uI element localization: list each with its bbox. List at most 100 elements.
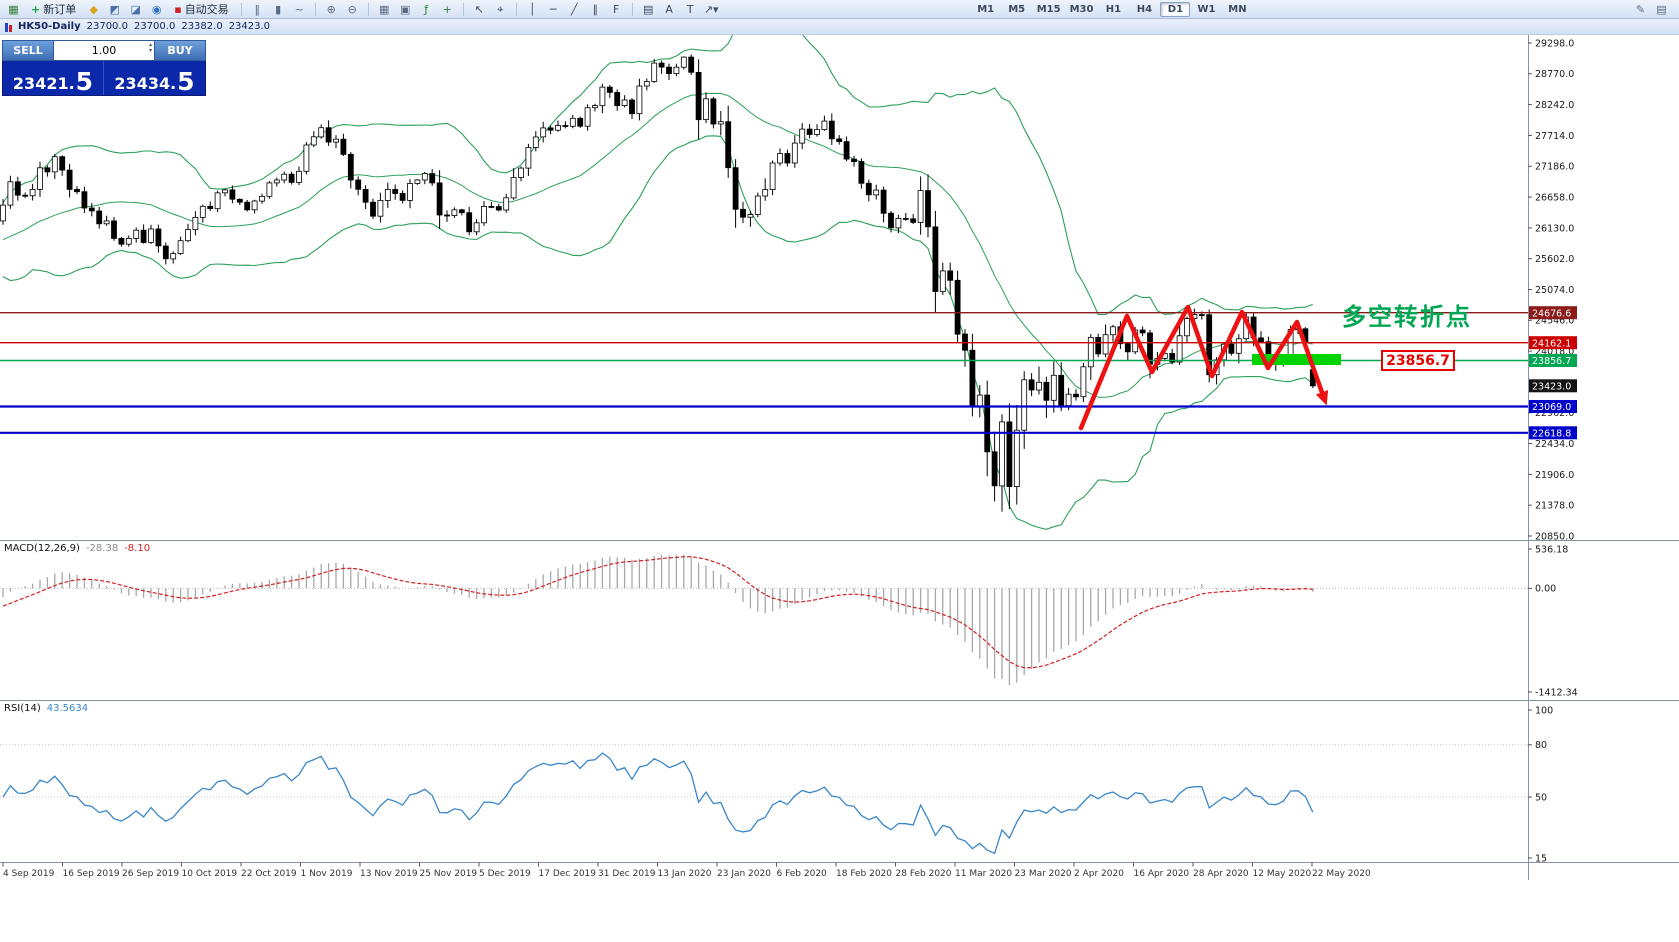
macd-axis-label: -1412.34 [1535, 687, 1578, 698]
candle [96, 210, 103, 225]
highlight-zone-rect[interactable] [1252, 354, 1341, 365]
candle [636, 85, 643, 115]
fibonacci-icon[interactable]: F [613, 2, 620, 16]
arrows-dropdown-icon[interactable]: ↗▾ [703, 2, 719, 16]
candle [74, 188, 80, 193]
indicators-icon[interactable]: ƒ [424, 2, 429, 16]
add-object-icon[interactable]: + [442, 2, 452, 16]
candle [1080, 366, 1087, 398]
vertical-line-icon[interactable]: │ [528, 2, 536, 16]
timeframe-group: M1 M5 M15 M30 H1 H4 D1 W1 MN [971, 1, 1253, 17]
price-level-label[interactable]: 23856.7 [1381, 350, 1455, 371]
candle [895, 217, 902, 229]
ohlc-high: 23700.0 [133, 21, 176, 32]
buy-price-button[interactable]: 23434. 5 [104, 61, 205, 95]
new-chart-icon[interactable]: ▦ [8, 2, 19, 16]
candle [488, 205, 495, 208]
candle [1087, 336, 1094, 368]
navigator-icon[interactable]: ◪ [130, 2, 141, 16]
price-tag-23069.0 [1529, 400, 1577, 413]
new-order-button-label: 新订单 [43, 3, 77, 16]
candle [1065, 393, 1072, 407]
candle [303, 144, 310, 172]
new-order-button[interactable]: + 新订单 [25, 1, 82, 18]
volume-value: 1.00 [91, 44, 117, 57]
cascade-windows-icon[interactable]: ▣ [399, 2, 411, 16]
price-tick-label: 28770.0 [1535, 69, 1574, 80]
sell-button[interactable]: SELL [2, 40, 54, 61]
zoom-in-icon[interactable]: ⊕ [326, 2, 336, 16]
candle [510, 177, 517, 199]
candlestick-chart-icon[interactable]: ▮ [275, 2, 282, 16]
price-tick-label: 28242.0 [1535, 100, 1574, 111]
candle [910, 218, 917, 223]
turning-point-annotation[interactable]: 多空转折点 [1342, 303, 1472, 331]
price-tag-text: 24676.6 [1532, 308, 1571, 319]
candle [555, 125, 561, 131]
candle [1006, 421, 1013, 487]
candle [51, 156, 58, 173]
timeframe-button-h4[interactable]: H4 [1136, 3, 1153, 15]
line-chart-icon[interactable]: ~ [294, 2, 304, 16]
annotations-layer[interactable] [1078, 304, 1341, 431]
zigzag-arrow[interactable] [1078, 304, 1327, 431]
tile-windows-icon[interactable]: ▦ [378, 2, 390, 16]
date-label: 1 Nov 2019 [301, 869, 353, 879]
layout-icon[interactable]: ▤ [1656, 2, 1667, 16]
sell-price-button[interactable]: 23421. 5 [3, 61, 104, 95]
timeframe-button-m30[interactable]: M30 [1069, 3, 1094, 15]
toolbar-separator [367, 2, 369, 16]
rsi-axis-label: 80 [1535, 740, 1547, 751]
candle [547, 127, 554, 131]
profiles-icon[interactable]: ◆ [89, 2, 98, 16]
volume-spinner[interactable]: ▴ ▾ [148, 41, 152, 54]
candle [1095, 336, 1102, 355]
horizontal-levels-layer[interactable] [0, 312, 1528, 434]
timeframe-button-m1[interactable]: M1 [977, 3, 995, 15]
timeframe-button-h1[interactable]: H1 [1105, 3, 1122, 15]
macd-axis-label: 536.18 [1535, 544, 1568, 555]
candle [925, 190, 931, 228]
candle [584, 107, 591, 127]
timeframe-button-m5[interactable]: M5 [1008, 3, 1026, 15]
terminal-icon[interactable]: ◉ [151, 2, 162, 16]
quick-edit-icon[interactable]: ✎ [1635, 2, 1646, 16]
auto-trading-button[interactable]: ▪ 自动交易 [168, 1, 234, 18]
bar-chart-icon[interactable]: ‖ [254, 2, 260, 16]
buy-button[interactable]: BUY [154, 40, 206, 61]
price-tick-label: 22434.0 [1535, 439, 1574, 450]
horizontal-line-icon[interactable]: ─ [549, 2, 557, 16]
rsi-layer [0, 744, 1528, 855]
timeframe-button-w1[interactable]: W1 [1197, 3, 1216, 15]
candle [784, 153, 791, 164]
volume-input[interactable]: 1.00 ▴ ▾ [54, 40, 154, 61]
candle [1058, 374, 1065, 406]
candle [392, 188, 399, 194]
timeframe-button-d1[interactable]: D1 [1160, 1, 1191, 17]
text-icon[interactable]: A [665, 2, 673, 16]
timeframe-button-mn[interactable]: MN [1228, 3, 1247, 15]
zoom-out-icon[interactable]: ⊖ [347, 2, 357, 16]
candle [133, 229, 140, 239]
candle [1176, 335, 1183, 363]
text-label-icon[interactable]: T [686, 2, 694, 16]
price-tick-label: 27186.0 [1535, 162, 1574, 173]
date-label: 18 Feb 2020 [836, 869, 892, 879]
cursor-icon[interactable]: ↖ [474, 2, 484, 16]
candle [843, 141, 850, 160]
date-label: 4 Sep 2019 [3, 869, 55, 879]
timeframe-button-m15[interactable]: M15 [1036, 3, 1061, 15]
candle [37, 167, 43, 190]
shapes-icon[interactable]: ▤ [642, 2, 654, 16]
market-watch-icon[interactable]: ◩ [109, 2, 120, 16]
channel-icon[interactable]: ∥ [592, 2, 598, 16]
candle [1124, 343, 1131, 353]
candle [532, 136, 539, 148]
crosshair-icon[interactable]: ⌖ [497, 2, 504, 16]
trendline-icon[interactable]: ╱ [570, 2, 578, 16]
candle [296, 170, 302, 183]
candle [1235, 338, 1242, 354]
candle [540, 127, 547, 138]
date-label: 28 Feb 2020 [896, 869, 952, 879]
candle [266, 182, 273, 197]
